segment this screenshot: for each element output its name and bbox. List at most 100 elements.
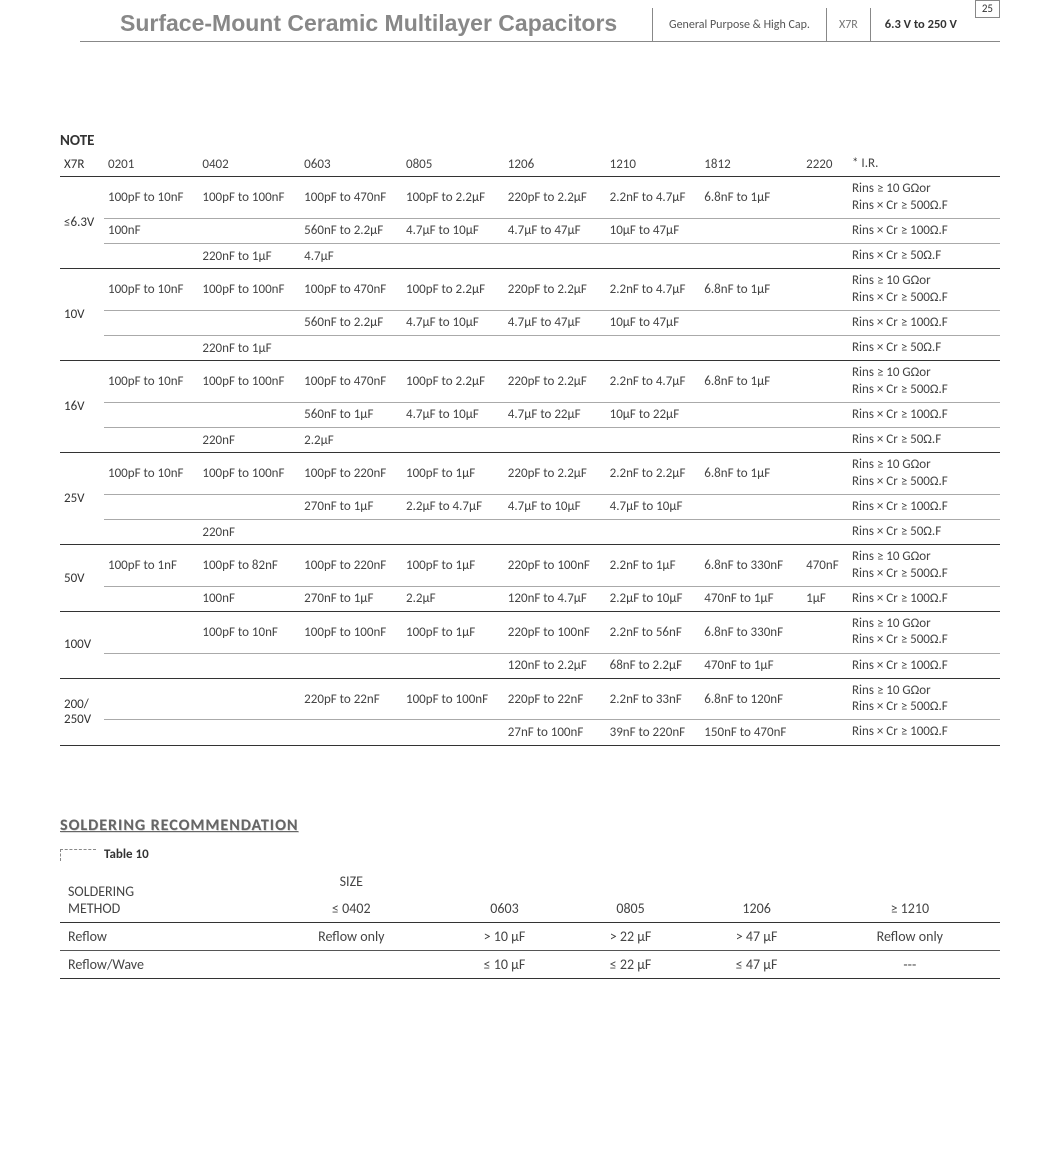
note-cell	[300, 520, 402, 545]
note-cell	[606, 520, 701, 545]
note-cell: 6.8nF to 330nF	[700, 545, 802, 587]
header-subtitle: General Purpose & High Cap.	[653, 8, 827, 41]
note-cell	[402, 336, 504, 361]
ir-cell: Rins × Cr ≥ 50Ω.F	[848, 336, 1000, 361]
note-cell: 39nF to 220nF	[606, 720, 701, 745]
soldering-cell: ≤ 22 µF	[568, 950, 694, 978]
note-cell: 100pF to 100nF	[198, 361, 300, 403]
note-cell: 100nF	[104, 218, 198, 243]
note-cell: 27nF to 100nF	[504, 720, 606, 745]
note-col-header: 0603	[300, 152, 402, 177]
note-cell: 120nF to 4.7µF	[504, 586, 606, 611]
note-cell: 100pF to 100nF	[300, 612, 402, 654]
voltage-label: 10V	[60, 269, 104, 361]
note-cell	[802, 218, 848, 243]
soldering-section: SOLDERING RECOMMENDATION Table 10 SOLDER…	[60, 816, 1000, 979]
note-cell	[300, 653, 402, 678]
note-cell: 2.2µF	[402, 586, 504, 611]
ir-cell: Rins × Cr ≥ 100Ω.F	[848, 653, 1000, 678]
note-cell: 100pF to 1µF	[402, 453, 504, 495]
soldering-cell: Reflow only	[261, 922, 441, 950]
note-cell: 220nF	[198, 520, 300, 545]
soldering-size-header: ≤ 0402	[261, 895, 441, 923]
note-cell: 4.7µF to 10µF	[402, 218, 504, 243]
note-cell: 68nF to 2.2µF	[606, 653, 701, 678]
note-cell	[802, 244, 848, 269]
note-cell	[802, 678, 848, 720]
note-cell	[104, 402, 198, 427]
ir-cell: Rins × Cr ≥ 100Ω.F	[848, 402, 1000, 427]
note-cell	[198, 653, 300, 678]
note-cell: 100pF to 2.2µF	[402, 177, 504, 219]
note-cell	[606, 336, 701, 361]
note-cell	[700, 310, 802, 335]
note-cell	[700, 244, 802, 269]
note-cell: 10µF to 47µF	[606, 310, 701, 335]
note-cell	[802, 310, 848, 335]
ir-cell: Rins × Cr ≥ 50Ω.F	[848, 428, 1000, 453]
note-cell: 100pF to 100nF	[402, 678, 504, 720]
note-cell: 270nF to 1µF	[300, 494, 402, 519]
note-cell: 100pF to 1µF	[402, 545, 504, 587]
note-cell: 270nF to 1µF	[300, 586, 402, 611]
note-cell	[802, 520, 848, 545]
note-cell	[402, 653, 504, 678]
note-cell	[104, 336, 198, 361]
soldering-title: SOLDERING RECOMMENDATION	[60, 816, 1000, 835]
note-cell: 6.8nF to 120nF	[700, 678, 802, 720]
ir-cell: Rins × Cr ≥ 100Ω.F	[848, 218, 1000, 243]
note-cell: 220nF to 1µF	[198, 244, 300, 269]
note-cell: 470nF	[802, 545, 848, 587]
note-cell	[300, 336, 402, 361]
note-cell: 100pF to 10nF	[104, 361, 198, 403]
note-cell: 100pF to 1µF	[402, 612, 504, 654]
note-cell	[104, 653, 198, 678]
note-col-header: 1812	[700, 152, 802, 177]
note-cell	[802, 402, 848, 427]
note-cell: 560nF to 2.2µF	[300, 218, 402, 243]
ir-cell: Rins ≥ 10 GΩor Rins × Cr ≥ 500Ω.F	[848, 545, 1000, 587]
note-heading: NOTE	[60, 132, 1000, 150]
note-cell	[802, 494, 848, 519]
soldering-cell: ≤ 10 µF	[441, 950, 567, 978]
note-cell	[104, 428, 198, 453]
note-cell: 100pF to 82nF	[198, 545, 300, 587]
note-corner-label: X7R	[60, 152, 104, 177]
note-cell: 100pF to 2.2µF	[402, 269, 504, 311]
note-cell: 100nF	[198, 586, 300, 611]
note-cell	[700, 336, 802, 361]
note-cell	[198, 402, 300, 427]
note-cell: 2.2nF to 4.7µF	[606, 177, 701, 219]
ir-cell: Rins ≥ 10 GΩor Rins × Cr ≥ 500Ω.F	[848, 612, 1000, 654]
voltage-label: 200/ 250V	[60, 678, 104, 745]
note-cell	[606, 428, 701, 453]
ir-cell: Rins ≥ 10 GΩor Rins × Cr ≥ 500Ω.F	[848, 361, 1000, 403]
note-cell: 4.7µF to 10µF	[402, 310, 504, 335]
note-cell: 100pF to 100nF	[198, 269, 300, 311]
note-cell: 2.2nF to 4.7µF	[606, 269, 701, 311]
header-dielectric-code: X7R	[827, 8, 871, 41]
note-cell: 220pF to 2.2µF	[504, 453, 606, 495]
ir-cell: Rins ≥ 10 GΩor Rins × Cr ≥ 500Ω.F	[848, 453, 1000, 495]
note-cell	[802, 653, 848, 678]
note-cell	[198, 678, 300, 720]
note-cell	[104, 494, 198, 519]
note-cell: 6.8nF to 330nF	[700, 612, 802, 654]
note-col-header: * I.R.	[848, 152, 1000, 177]
note-cell	[700, 428, 802, 453]
note-cell: 2.2µF to 10µF	[606, 586, 701, 611]
note-cell: 560nF to 2.2µF	[300, 310, 402, 335]
note-cell: 220nF	[198, 428, 300, 453]
soldering-size-header: 0603	[441, 895, 567, 923]
ir-cell: Rins × Cr ≥ 100Ω.F	[848, 310, 1000, 335]
note-cell: 100pF to 100nF	[198, 177, 300, 219]
note-cell: 100pF to 220nF	[300, 545, 402, 587]
note-cell	[300, 720, 402, 745]
note-cell: 6.8nF to 1µF	[700, 453, 802, 495]
note-cell: 4.7µF to 47µF	[504, 218, 606, 243]
note-cell	[802, 177, 848, 219]
table-caption: Table 10	[60, 847, 1000, 862]
soldering-size-header: 0805	[568, 895, 694, 923]
header-title: Surface-Mount Ceramic Multilayer Capacit…	[80, 8, 653, 41]
note-cell: 4.7µF to 22µF	[504, 402, 606, 427]
